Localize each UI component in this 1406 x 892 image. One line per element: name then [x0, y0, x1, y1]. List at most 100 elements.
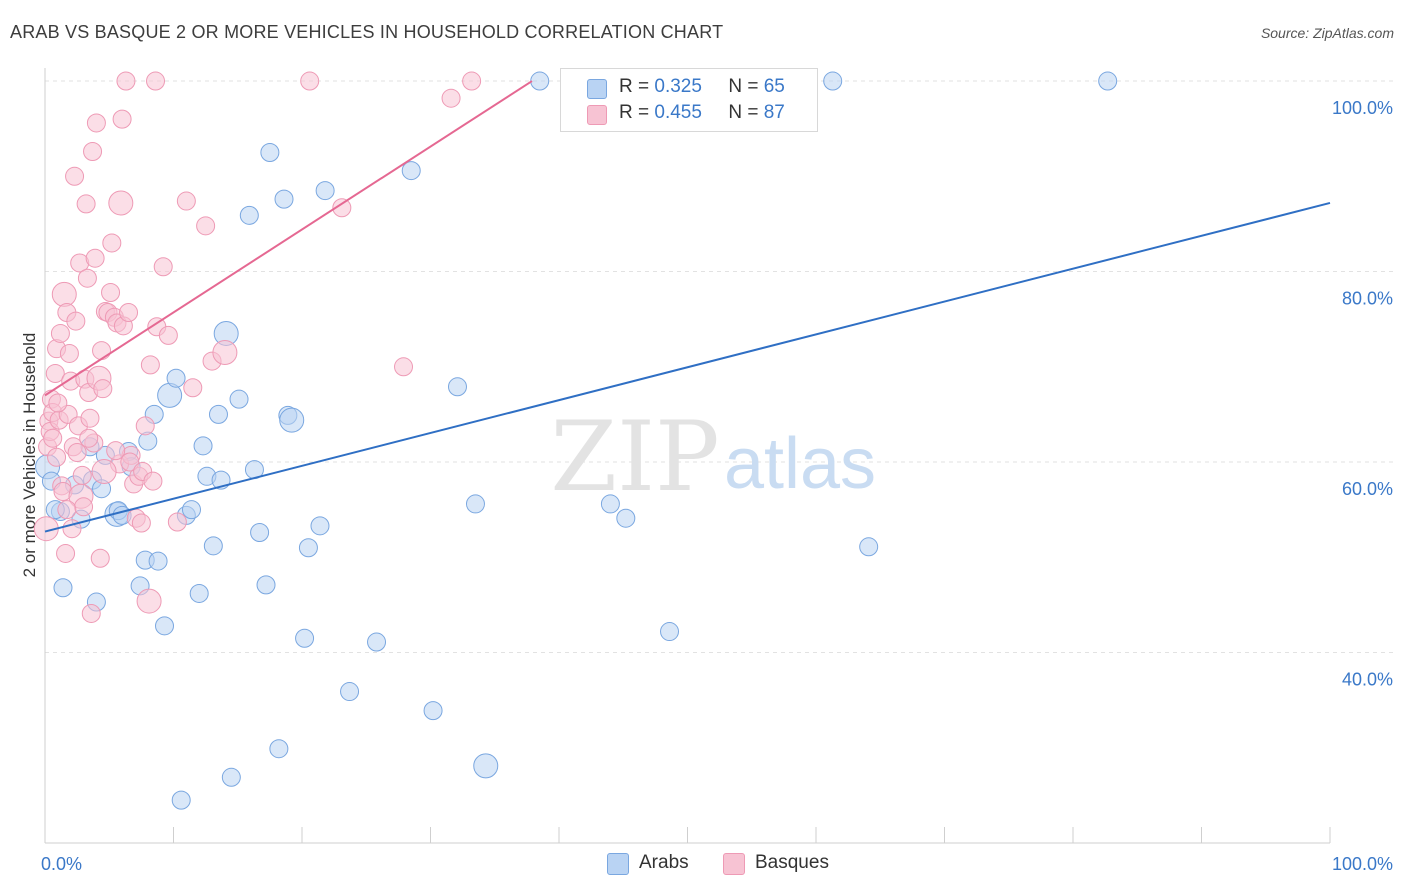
basques-point	[76, 194, 96, 214]
basques-point	[212, 339, 238, 365]
basques-point	[45, 363, 65, 383]
basques-point	[65, 166, 85, 186]
basques-point	[85, 248, 105, 268]
chart-title: ARAB VS BASQUE 2 OR MORE VEHICLES IN HOU…	[10, 22, 724, 42]
basques-legend-swatch	[723, 853, 745, 875]
legend-r-label: R =	[619, 102, 650, 123]
basques-point	[59, 343, 79, 363]
basques-point	[462, 71, 482, 91]
watermark-atlas: atlas	[724, 424, 876, 504]
x-tick-label: 100.0%	[1332, 854, 1393, 874]
basques-point	[108, 190, 134, 216]
basques-point	[80, 408, 100, 428]
arabs-point	[189, 583, 209, 603]
arabs-point	[859, 537, 879, 557]
arabs-point	[166, 368, 186, 388]
basques-point	[441, 88, 461, 108]
basques-point	[153, 257, 173, 277]
arabs-point	[447, 377, 467, 397]
basques-point	[47, 447, 67, 467]
arabs-point	[208, 404, 228, 424]
arabs-point	[616, 508, 636, 528]
arabs-point	[473, 753, 499, 779]
basques-point	[140, 355, 160, 375]
basques-point	[43, 428, 63, 448]
arabs-point	[155, 616, 175, 636]
arabs-point	[401, 161, 421, 181]
basques-point	[196, 216, 216, 236]
basques-point	[136, 588, 162, 614]
basques-point	[131, 513, 151, 533]
arabs-point	[660, 622, 680, 642]
watermark: ZIP atlas	[550, 401, 876, 513]
arabs-point	[279, 407, 305, 433]
tick-labels: 40.0% 60.0% 80.0% 100.0% 0.0% 100.0%	[41, 98, 1393, 874]
basques-point	[51, 281, 77, 307]
arabs-point	[221, 767, 241, 787]
basques-point	[183, 378, 203, 398]
arabs-legend-label: Arabs	[639, 852, 689, 873]
arabs-point	[310, 516, 330, 536]
legend-n-label: N =	[728, 76, 759, 97]
arabs-point	[298, 538, 318, 558]
basques-point	[74, 497, 94, 517]
arabs-legend-swatch	[607, 853, 629, 875]
y-tick-label: 100.0%	[1332, 98, 1393, 118]
arabs-point	[148, 551, 168, 571]
basques-points	[33, 71, 482, 623]
basques-point	[101, 282, 121, 302]
basques-point	[102, 233, 122, 253]
basques-point	[332, 198, 352, 218]
arabs-point	[260, 142, 280, 162]
basques-point	[176, 191, 196, 211]
arabs-point	[295, 628, 315, 648]
arabs-point	[250, 523, 270, 543]
arabs-point	[423, 701, 443, 721]
basques-point	[50, 323, 70, 343]
basques-point	[119, 302, 139, 322]
arabs-point	[193, 436, 213, 456]
basques-point	[112, 109, 132, 129]
y-tick-label: 80.0%	[1342, 289, 1393, 309]
basques-point	[93, 379, 113, 399]
basques-point	[72, 465, 92, 485]
arabs-point	[171, 790, 191, 810]
basques-point	[120, 452, 140, 472]
x-tick-label: 0.0%	[41, 854, 82, 874]
arabs-point	[203, 536, 223, 556]
arabs-point	[239, 205, 259, 225]
basques-point	[167, 512, 187, 532]
basques-r-value: 0.455	[654, 102, 702, 123]
arabs-point	[229, 389, 249, 409]
basques-point	[81, 603, 101, 623]
basques-legend-label: Basques	[755, 852, 829, 873]
basques-point	[86, 113, 106, 133]
basques-point	[300, 71, 320, 91]
basques-trend-line	[44, 80, 533, 397]
legend-r-label: R =	[619, 76, 650, 97]
correlation-legend: R = 0.325 N = 65 R = 0.455 N = 87	[560, 68, 818, 132]
arabs-point	[367, 632, 387, 652]
arabs-point	[53, 578, 73, 598]
arabs-point	[256, 575, 276, 595]
basques-point	[143, 471, 163, 491]
watermark-zip: ZIP	[550, 401, 719, 513]
arabs-point	[340, 682, 360, 702]
source-label: Source: ZipAtlas.com	[1260, 25, 1394, 41]
basques-point	[66, 311, 86, 331]
basques-point	[92, 341, 112, 361]
basques-point	[83, 142, 103, 162]
arabs-trend-line	[44, 201, 1331, 533]
arabs-n-value: 65	[763, 76, 785, 97]
arabs-point	[269, 739, 289, 759]
basques-point	[67, 443, 87, 462]
legend-n-label: N =	[728, 102, 759, 123]
basques-point	[106, 441, 126, 461]
arabs-point	[1098, 71, 1118, 91]
basques-point	[91, 459, 117, 485]
arabs-point	[600, 494, 620, 514]
basques-point	[394, 357, 414, 377]
gridlines	[45, 80, 1393, 654]
trend-lines	[44, 80, 1331, 533]
